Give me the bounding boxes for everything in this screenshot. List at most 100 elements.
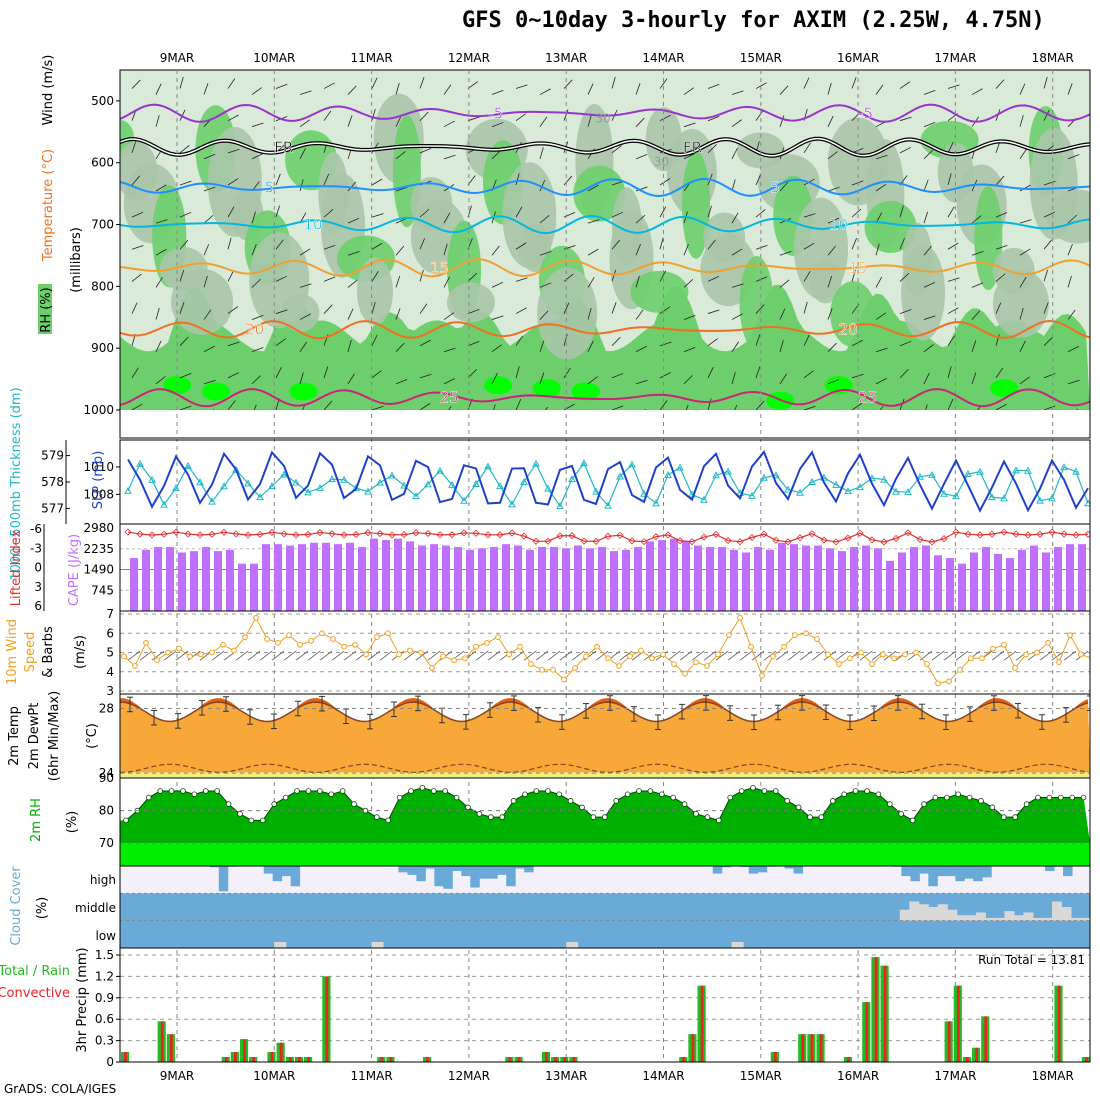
wind-barb bbox=[995, 244, 1008, 250]
cape-bar bbox=[166, 546, 174, 611]
wind-speed-point bbox=[583, 653, 589, 660]
cloud-mid-gap bbox=[956, 915, 967, 921]
cloud-high-bar bbox=[209, 866, 220, 868]
wind10m-axis-label-2: Speed bbox=[23, 632, 38, 673]
wind-speed-point bbox=[528, 661, 534, 667]
thickness-point bbox=[952, 492, 960, 500]
wind-barb bbox=[611, 145, 622, 154]
surface-barb bbox=[535, 650, 549, 661]
thickness-point bbox=[916, 472, 924, 480]
wind-barb bbox=[395, 379, 408, 385]
thickness-point bbox=[148, 475, 156, 483]
wind-barb bbox=[515, 277, 528, 282]
wind-speed-point bbox=[275, 639, 281, 646]
precip-convective-bar bbox=[243, 1039, 246, 1062]
thickness-point bbox=[376, 478, 384, 486]
wind-barb bbox=[685, 404, 689, 410]
wind-barb bbox=[347, 308, 354, 320]
rh-cell bbox=[739, 256, 774, 351]
rh2m-point bbox=[818, 814, 825, 820]
cape-bar bbox=[250, 563, 258, 611]
contour-10 bbox=[120, 214, 1090, 235]
precip-convective-bar bbox=[270, 1052, 274, 1062]
cloud-mid-gap bbox=[1051, 901, 1062, 921]
cape-bar bbox=[850, 546, 858, 611]
precip-convective-bar bbox=[380, 1057, 384, 1062]
cape-bar bbox=[514, 545, 522, 611]
rh2m-point bbox=[647, 788, 654, 794]
wind-barb bbox=[707, 144, 717, 154]
surface-barb bbox=[883, 650, 897, 661]
li-point bbox=[1024, 531, 1032, 539]
rh2m-tick-label: 90 bbox=[99, 771, 114, 785]
thickness-point bbox=[448, 480, 456, 488]
li-point bbox=[184, 530, 192, 538]
wind-barb bbox=[155, 248, 167, 256]
surface-barb bbox=[679, 650, 693, 661]
cape-bar bbox=[322, 542, 330, 611]
cape-bar bbox=[766, 549, 774, 611]
rh2m-point bbox=[510, 798, 517, 804]
wind-barb bbox=[779, 373, 787, 385]
rh2m-point bbox=[271, 801, 278, 807]
wind-barb bbox=[419, 147, 432, 154]
wind-barb bbox=[467, 341, 480, 347]
rh2m-tick-label: 80 bbox=[99, 804, 114, 818]
wind-speed-point bbox=[374, 634, 380, 640]
wind-barb bbox=[1019, 307, 1024, 320]
thickness-point bbox=[280, 470, 288, 478]
cape-bar bbox=[1078, 544, 1086, 611]
thickness-point bbox=[796, 488, 804, 496]
wind-barb bbox=[395, 275, 401, 288]
contour-label: -5 bbox=[488, 104, 503, 122]
li-axis-label: Lifted Index bbox=[9, 529, 24, 606]
cape-bar bbox=[550, 546, 558, 611]
cloud-panel bbox=[120, 866, 1090, 948]
wind-barb bbox=[923, 315, 936, 320]
wind-barb bbox=[323, 110, 332, 121]
surface-barb bbox=[319, 650, 333, 661]
wind-barb bbox=[875, 276, 883, 288]
wind-speed-point bbox=[671, 661, 677, 667]
wind-barb bbox=[467, 309, 480, 314]
wind-barb bbox=[899, 369, 909, 379]
wind-barb bbox=[156, 412, 167, 416]
wind-barb bbox=[659, 400, 668, 410]
cloud-high-bar bbox=[964, 866, 974, 879]
li-point bbox=[412, 529, 420, 537]
wind-speed-point bbox=[605, 655, 611, 662]
wind-barb bbox=[251, 153, 263, 160]
wind-barb bbox=[923, 282, 936, 288]
surface-barb bbox=[775, 650, 789, 661]
cloud-high-bar bbox=[461, 866, 471, 877]
li-point bbox=[1012, 530, 1020, 538]
wind-barb bbox=[515, 307, 527, 314]
wind-barb bbox=[275, 275, 287, 282]
wind-barb bbox=[515, 173, 520, 186]
li-point bbox=[124, 528, 132, 536]
wind-barb bbox=[1043, 180, 1056, 186]
thickness-point bbox=[292, 478, 300, 486]
wind-speed-point bbox=[880, 651, 886, 658]
li-point bbox=[1000, 528, 1008, 536]
wind-barb bbox=[357, 409, 359, 410]
wind-barb bbox=[947, 206, 955, 218]
wind-barb bbox=[731, 248, 743, 256]
wind-barb bbox=[371, 405, 384, 410]
li-point bbox=[1048, 528, 1056, 536]
rh2m-point bbox=[316, 788, 323, 794]
wind-barb bbox=[299, 372, 304, 384]
rh-saturated-cell bbox=[201, 382, 230, 401]
li-point bbox=[172, 528, 180, 536]
rh2m-point bbox=[761, 788, 768, 794]
wind-barb bbox=[299, 119, 311, 128]
cape-bar bbox=[202, 546, 210, 611]
wind-barb bbox=[587, 307, 592, 320]
surface-barb bbox=[643, 650, 657, 661]
thickness-axis-label: 1000~500mb Thickness (dm) bbox=[9, 387, 24, 580]
y-tick-label: 800 bbox=[91, 279, 114, 293]
cape-tick-label: 2235 bbox=[83, 542, 114, 556]
cape-tick-label: 745 bbox=[91, 583, 114, 597]
cloud-high-bar bbox=[793, 866, 804, 874]
